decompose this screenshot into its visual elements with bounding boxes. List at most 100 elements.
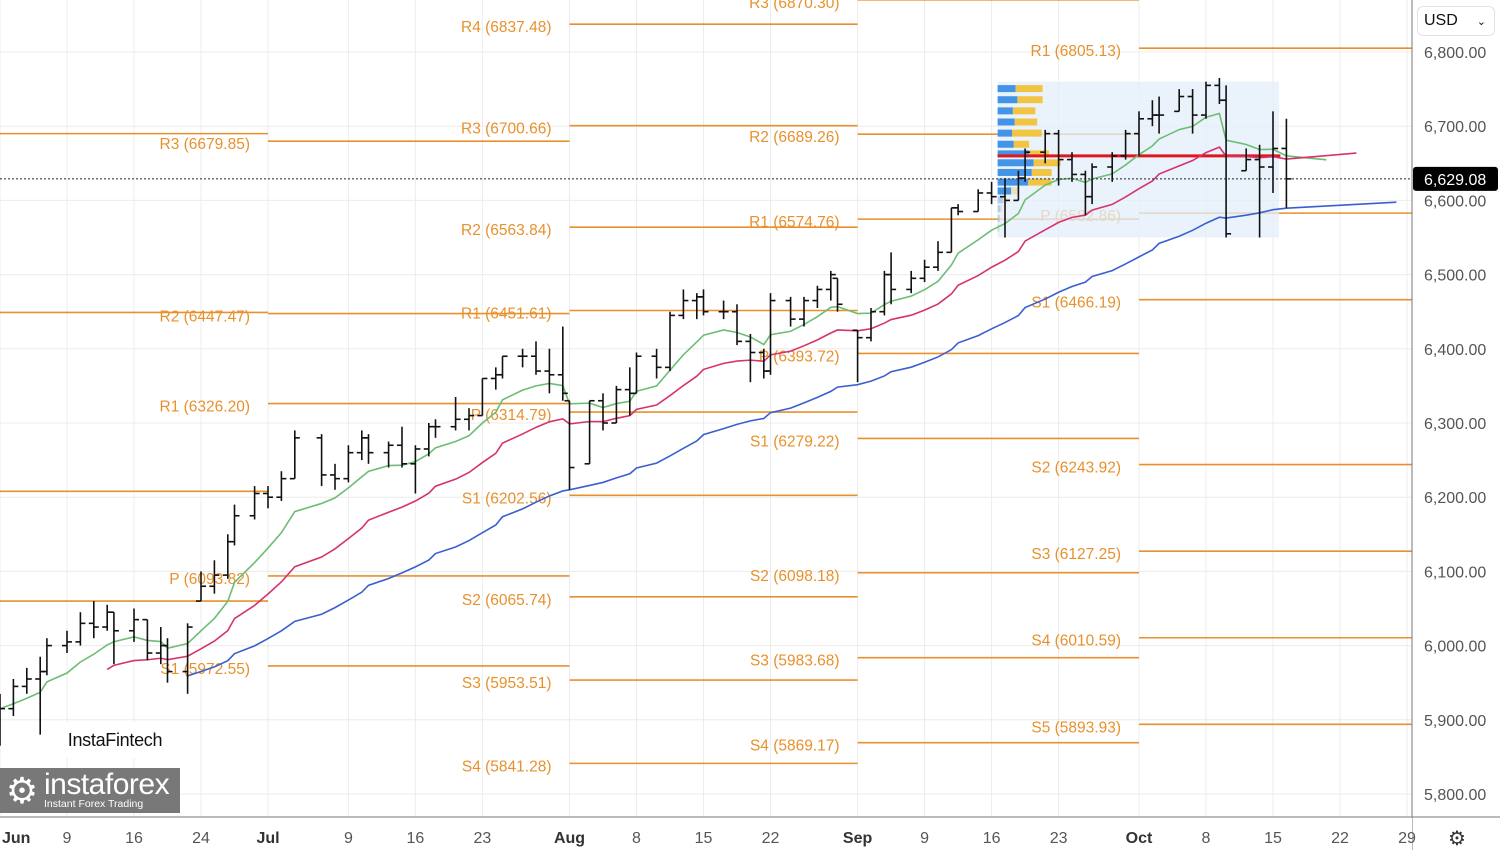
x-tick-label: 16 — [983, 830, 1001, 847]
volume-profile-sell-bar — [1033, 159, 1061, 167]
currency-select[interactable]: USD ⌄ — [1417, 6, 1495, 36]
pivot-label-s2: S2 (6098.18) — [750, 568, 840, 585]
logo-tagline: Instant Forex Trading — [44, 798, 144, 810]
y-tick-label: 6,000.00 — [1424, 639, 1486, 656]
x-tick-label: 16 — [407, 830, 425, 847]
pivot-label-r3: R3 (6679.85) — [160, 136, 250, 153]
volume-profile-sell-bar — [1015, 85, 1043, 93]
pivot-label-s4: S4 (6010.59) — [1031, 633, 1121, 650]
y-tick-label: 5,900.00 — [1424, 713, 1486, 730]
pivot-label-s3: S3 (5983.68) — [750, 653, 840, 670]
y-tick-label: 6,100.00 — [1424, 564, 1486, 581]
volume-profile-sell-bar — [1011, 187, 1019, 195]
x-tick-label: Oct — [1126, 830, 1153, 847]
x-tick-label: 9 — [920, 830, 929, 847]
volume-profile-sell-bar — [1012, 107, 1036, 115]
x-tick-label: 16 — [125, 830, 143, 847]
pivot-label-s2: S2 (6065.74) — [462, 592, 552, 609]
volume-profile-buy-bar — [997, 205, 1001, 213]
pivot-label-r3: R3 (6870.30) — [749, 0, 839, 12]
price-axis-bg — [1412, 0, 1500, 850]
volume-profile-buy-bar — [997, 178, 1029, 186]
current-price-badge — [1413, 166, 1498, 191]
y-tick-label: 6,200.00 — [1424, 490, 1486, 507]
volume-profile-buy-bar — [997, 168, 1032, 176]
pivot-label-r4: R4 (6837.48) — [461, 19, 551, 36]
x-tick-label: 22 — [762, 830, 780, 847]
volume-profile — [997, 81, 1281, 238]
pivot-label-s5: S5 (5893.93) — [1031, 719, 1121, 736]
settings-icon[interactable]: ⚙ — [1448, 828, 1466, 850]
volume-profile-buy-bar — [997, 196, 1003, 204]
x-tick-label: 8 — [1202, 830, 1211, 847]
pivot-label-s3: S3 (6127.25) — [1031, 546, 1121, 563]
x-tick-label: 15 — [1264, 830, 1282, 847]
x-tick-label: 8 — [632, 830, 641, 847]
volume-profile-buy-bar — [997, 118, 1015, 126]
x-tick-label: 23 — [1050, 830, 1068, 847]
volume-profile-sell-bar — [1031, 168, 1052, 176]
pivot-label-r1: R1 (6451.61) — [461, 306, 551, 323]
pivot-label-r2: R2 (6563.84) — [461, 222, 551, 239]
pivot-label-s4: S4 (5869.17) — [750, 738, 840, 755]
logo-name: instaforex — [44, 768, 170, 801]
pivot-label-r1: R1 (6326.20) — [160, 399, 250, 416]
x-tick-label: 22 — [1331, 830, 1349, 847]
y-tick-label: 6,700.00 — [1424, 119, 1486, 136]
x-tick-label: Sep — [843, 830, 873, 847]
pivot-label-p: P (6314.79) — [471, 407, 552, 424]
volume-profile-buy-bar — [997, 159, 1034, 167]
y-tick-label: 6,400.00 — [1424, 342, 1486, 359]
y-tick-label: 6,800.00 — [1424, 45, 1486, 62]
pivot-label-s1: S1 (6466.19) — [1031, 295, 1121, 312]
pivot-label-s2: S2 (6243.92) — [1031, 460, 1121, 477]
volume-profile-buy-bar — [997, 96, 1018, 104]
x-tick-label: 15 — [695, 830, 713, 847]
ma-slow-line — [187, 201, 1397, 677]
volume-profile-buy-bar — [997, 129, 1012, 137]
x-tick-label: 9 — [344, 830, 353, 847]
x-tick-label: 23 — [474, 830, 492, 847]
instafintech-watermark: InstaFintech — [50, 722, 180, 758]
pivot-label-s1: S1 (6202.56) — [462, 490, 552, 507]
pivot-label-r3: R3 (6700.66) — [461, 121, 551, 138]
volume-profile-buy-bar — [997, 85, 1016, 93]
pivot-label-r1: R1 (6574.76) — [749, 214, 839, 231]
volume-profile-sell-bar — [1029, 150, 1049, 158]
chevron-down-icon: ⌄ — [1476, 15, 1486, 28]
pivot-label-s1: S1 (6279.22) — [750, 433, 840, 450]
y-tick-label: 5,800.00 — [1424, 787, 1486, 804]
x-tick-label: 29 — [1398, 830, 1416, 847]
volume-profile-sell-bar — [998, 224, 1000, 232]
pivot-label-s4: S4 (5841.28) — [462, 758, 552, 775]
volume-profile-sell-bar — [1028, 178, 1052, 186]
volume-profile-sell-bar — [1017, 96, 1043, 104]
instaforex-logo: ⚙ instaforex Instant Forex Trading — [0, 768, 180, 813]
volume-profile-buy-bar — [997, 150, 1030, 158]
y-tick-label: 6,600.00 — [1424, 193, 1486, 210]
pivot-label-s3: S3 (5953.51) — [462, 675, 552, 692]
volume-profile-sell-bar — [1014, 118, 1038, 126]
pivot-label-r1: R1 (6805.13) — [1031, 43, 1121, 60]
volume-profile-buy-bar — [997, 214, 1000, 222]
volume-profile-sell-bar — [1000, 205, 1003, 213]
x-tick-label: Jul — [256, 830, 279, 847]
x-tick-label: Aug — [554, 830, 585, 847]
time-axis-bg — [0, 817, 1412, 850]
x-tick-label: Jun — [2, 830, 30, 847]
current-price-label: 6,629.08 — [1424, 172, 1486, 189]
x-tick-label: 24 — [192, 830, 210, 847]
y-tick-label: 6,500.00 — [1424, 268, 1486, 285]
y-tick-label: 6,300.00 — [1424, 416, 1486, 433]
ma-mid-line — [106, 146, 1357, 671]
pivot-label-r2: R2 (6447.47) — [160, 309, 250, 326]
currency-value: USD — [1424, 12, 1458, 29]
x-tick-label: 9 — [63, 830, 72, 847]
gear-logo-icon: ⚙ — [5, 769, 39, 811]
volume-profile-buy-bar — [997, 224, 999, 232]
pivot-label-r2: R2 (6689.26) — [749, 129, 839, 146]
volume-profile-sell-bar — [1013, 140, 1030, 148]
pivot-label-p: P (6093.82) — [169, 571, 250, 588]
